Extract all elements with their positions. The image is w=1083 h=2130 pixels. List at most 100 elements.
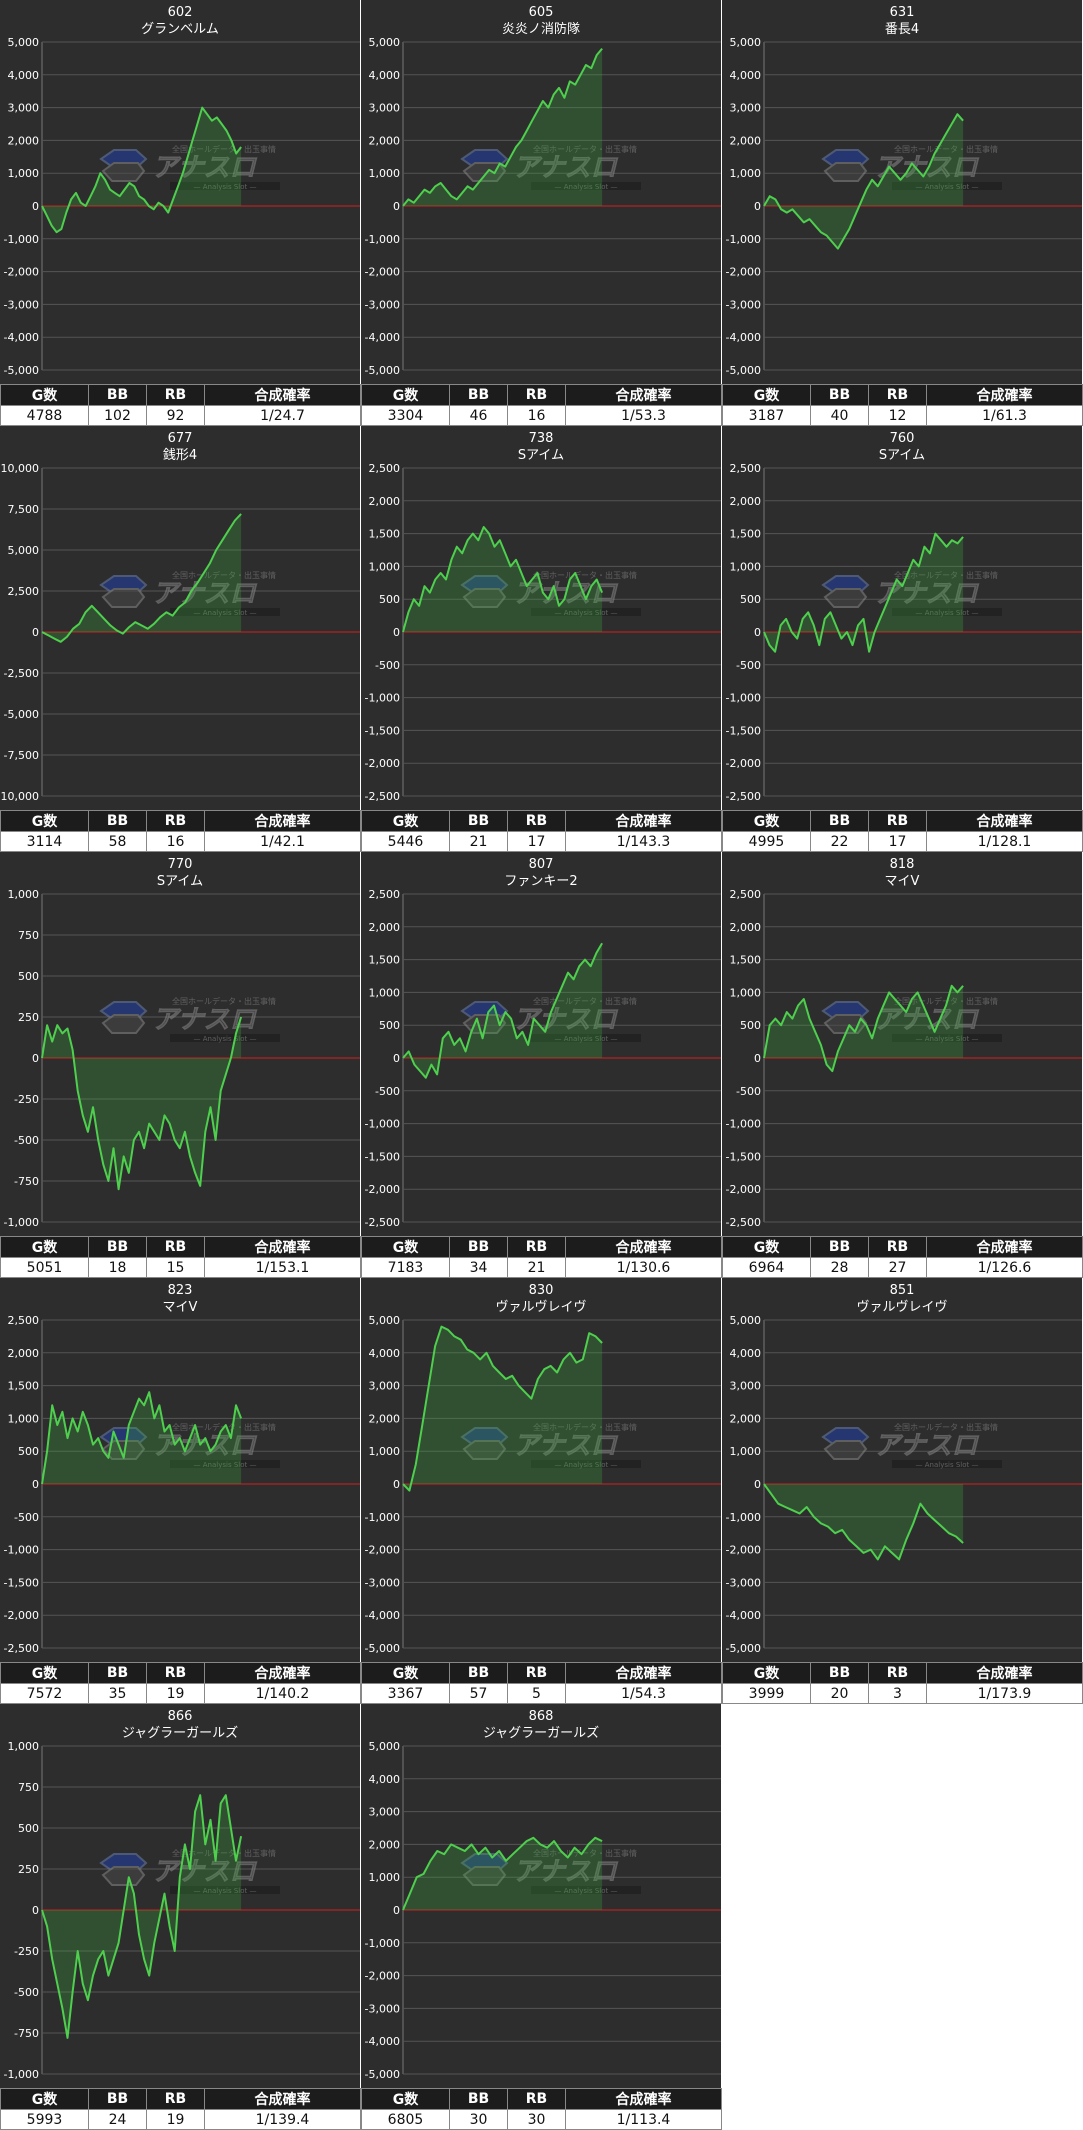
series-area [42,513,242,642]
chart-area: 738 Sアイム 2,500 2,000 1,500 1,000 500 0 -500 -1,00… [361,426,721,810]
y-tick-label: -500 [375,1085,400,1098]
y-tick-label: 1,000 [730,560,762,573]
prob-value: 1/113.4 [565,2109,722,2130]
bb-header: BB [88,1662,147,1684]
y-tick-label: 0 [393,1052,400,1065]
machine-panel: 602 グランベルム 5,000 4,000 3,000 2,000 1,000 0 -1,00… [0,0,361,426]
y-tick-label: 4,000 [369,1347,401,1360]
series-line [763,984,964,1073]
machine-panel: 807 ファンキー2 2,500 2,000 1,500 1,000 500 0 -500 -1,… [361,852,722,1278]
y-tick-label: 3,000 [8,102,40,115]
y-tick-label: 750 [18,1781,39,1794]
watermark-sub: — Analysis Slot — [916,183,979,191]
y-tick-label: -250 [14,1945,39,1958]
y-tick-label: -2,000 [726,1183,761,1196]
y-tick-label: 5,000 [730,1314,762,1327]
bb-value: 22 [810,831,869,852]
machine-name: 銭形4 [163,448,197,463]
bb-value: 30 [449,2109,508,2130]
stats-table: G数 BB RB 合成確率 5051 18 15 1/153.1 [0,1236,361,1278]
stats-value-row: 7572 35 19 1/140.2 [0,1683,361,1704]
rb-header: RB [868,1662,927,1684]
y-tick-label: -2,500 [726,1216,761,1229]
machine-number: 760 [890,431,915,446]
games-header: G数 [0,384,89,406]
y-tick-label: -5,000 [4,364,39,377]
y-tick-label: 5,000 [8,544,40,557]
stats-value-row: 6964 28 27 1/126.6 [722,1257,1083,1278]
y-tick-label: -4,000 [726,1609,761,1622]
stats-table: G数 BB RB 合成確率 4995 22 17 1/128.1 [722,810,1083,852]
stats-value-row: 5446 21 17 1/143.3 [361,831,722,852]
y-tick-label: 1,000 [8,1412,40,1425]
y-tick-label: 1,000 [730,986,762,999]
y-tick-label: -500 [736,1085,761,1098]
machine-number: 830 [529,1283,554,1298]
games-header: G数 [361,2088,450,2110]
y-tick-label: 2,000 [730,495,762,508]
stats-header-row: G数 BB RB 合成確率 [722,1236,1083,1258]
games-header: G数 [361,1662,450,1684]
rb-header: RB [868,1236,927,1258]
chart-svg: 770 Sアイム 1,000 750 500 250 0 -250 -500 -750 -1,000… [4,857,360,1229]
games-header: G数 [722,384,811,406]
watermark-sub: — Analysis Slot — [555,1461,618,1469]
bb-value: 18 [88,1257,147,1278]
prob-header: 合成確率 [204,1662,361,1684]
prob-header: 合成確率 [204,810,361,832]
stats-header-row: G数 BB RB 合成確率 [361,810,722,832]
y-tick-label: -1,000 [726,1118,761,1131]
games-header: G数 [0,1662,89,1684]
bb-value: 24 [88,2109,147,2130]
y-tick-label: 500 [740,1019,761,1032]
prob-value: 1/61.3 [926,405,1083,426]
chart-area: 868 ジャグラーガールズ 5,000 4,000 3,000 2,000 1,000 0 -1… [361,1704,721,2088]
machine-panel: 770 Sアイム 1,000 750 500 250 0 -250 -500 -750 -1,000… [0,852,361,1278]
y-tick-label: 5,000 [730,36,762,49]
machine-panel: 818 マイV 2,500 2,000 1,500 1,000 500 0 -500 -1,000… [722,852,1083,1278]
rb-value: 16 [507,405,566,426]
y-tick-label: -750 [14,1175,39,1188]
prob-header: 合成確率 [926,384,1083,406]
y-tick-label: 1,500 [730,528,762,541]
watermark-tagline: 全国ホールデータ・出玉事情 [172,1848,276,1858]
watermark-tagline: 全国ホールデータ・出玉事情 [894,144,998,154]
y-tick-label: 1,000 [369,167,401,180]
watermark-tagline: 全国ホールデータ・出玉事情 [533,1848,637,1858]
chart-area: 631 番長4 5,000 4,000 3,000 2,000 1,000 0 -1,000 -2… [722,0,1082,384]
watermark-text: アナスロ [152,153,257,183]
rb-header: RB [868,810,927,832]
games-value: 4995 [722,831,811,852]
rb-header: RB [507,1236,566,1258]
y-tick-label: 0 [754,1052,761,1065]
bb-header: BB [810,810,869,832]
games-header: G数 [722,1236,811,1258]
stats-header-row: G数 BB RB 合成確率 [361,384,722,406]
games-value: 3187 [722,405,811,426]
prob-value: 1/53.3 [565,405,722,426]
y-tick-label: -1,000 [726,233,761,246]
watermark-text: アナスロ [874,1005,979,1035]
y-tick-label: -3,000 [726,298,761,311]
y-tick-label: -2,000 [726,757,761,770]
y-tick-label: 0 [32,626,39,639]
series-area [42,1392,242,1484]
rb-header: RB [507,384,566,406]
stats-value-row: 4995 22 17 1/128.1 [722,831,1083,852]
prob-value: 1/42.1 [204,831,361,852]
y-tick-label: 1,000 [8,167,40,180]
prob-header: 合成確率 [926,810,1083,832]
machine-name: ファンキー2 [504,874,577,889]
y-tick-label: 1,000 [730,1445,762,1458]
y-tick-label: 2,000 [730,1412,762,1425]
machine-panel: 631 番長4 5,000 4,000 3,000 2,000 1,000 0 -1,000 -2… [722,0,1083,426]
y-tick-label: -1,500 [365,1150,400,1163]
series-area [764,985,964,1072]
y-tick-label: 500 [18,1822,39,1835]
prob-value: 1/126.6 [926,1257,1083,1278]
y-tick-label: -250 [14,1093,39,1106]
